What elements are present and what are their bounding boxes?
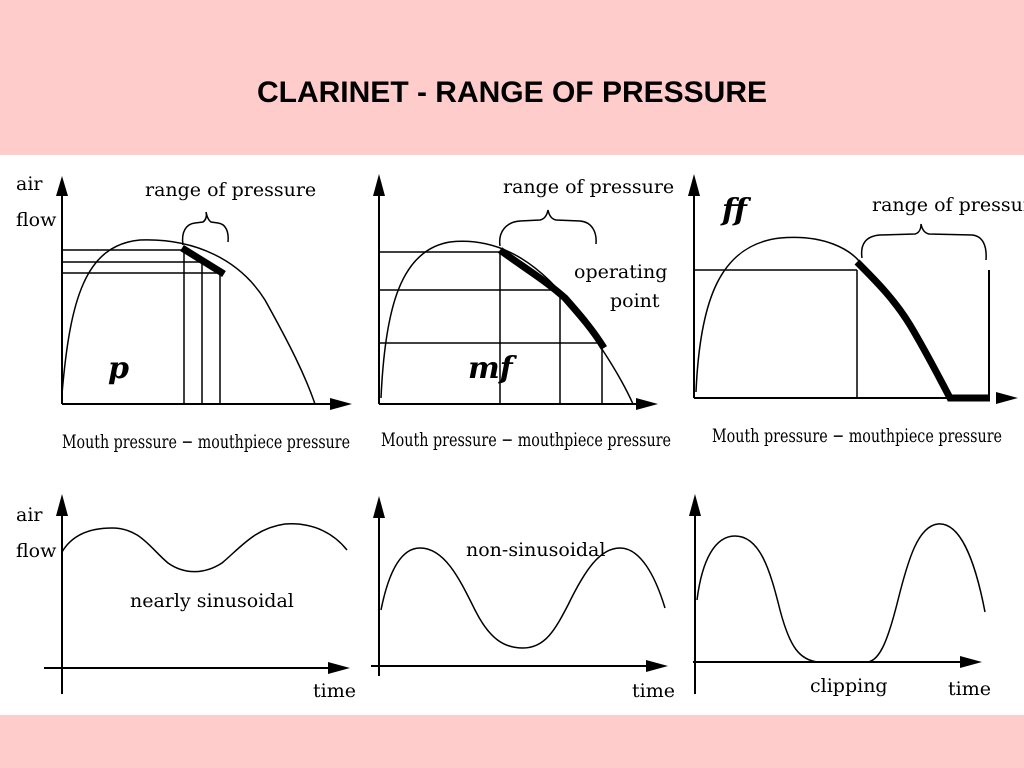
y-axis-arrow [373, 174, 385, 196]
bottom-panel-1-axes [44, 508, 336, 694]
x-axis-label: Mouth pressure − mouthpiece pressure [62, 431, 350, 453]
x-axis-arrow [996, 392, 1018, 404]
operating-point-label-line1: operating [574, 261, 667, 283]
waveform-curve [61, 523, 348, 573]
x-axis-label-time: time [313, 680, 356, 702]
top-panel-mf-axes [378, 186, 645, 405]
y-axis-label-flow: flow [16, 209, 57, 231]
bracket-label: range of pressure [503, 176, 674, 198]
slide-header [0, 0, 1024, 155]
dynamic-marking-ff: ff [720, 193, 752, 228]
airflow-curve [61, 239, 316, 405]
top-panel-p: air flow range of pressure p Mouth press… [16, 173, 352, 453]
y-axis-arrow [56, 176, 68, 196]
operating-range-thick [180, 245, 226, 277]
y-axis-arrow [688, 174, 700, 196]
x-axis-arrow [330, 398, 352, 410]
bottom-panel-2: non-sinusoidal time [371, 496, 675, 702]
x-axis-arrow [328, 662, 350, 674]
waveform-label: clipping [810, 675, 888, 697]
slide-title: CLARINET - RANGE OF PRESSURE [256, 76, 768, 109]
range-bracket [860, 223, 987, 261]
operating-point-label-line2: point [610, 290, 660, 312]
x-axis-label: Mouth pressure − mouthpiece pressure [712, 425, 1002, 447]
bracket-label: range of pressure [872, 194, 1024, 216]
operating-range-lines [62, 249, 221, 404]
bottom-panel-2-axes [371, 510, 654, 676]
range-bracket [498, 209, 597, 247]
operating-range-lines [379, 251, 603, 404]
y-axis-arrow [689, 494, 701, 516]
operating-range-thick [497, 247, 607, 350]
x-axis-label-time: time [632, 680, 675, 702]
x-axis-arrow [646, 660, 668, 672]
x-axis-label: Mouth pressure − mouthpiece pressure [381, 429, 671, 451]
x-axis-label-time: time [948, 678, 991, 700]
bottom-panel-1: air flow nearly sinusoidal time [16, 494, 356, 702]
figure-panel [0, 155, 1024, 715]
dynamic-marking-mf: mf [468, 351, 518, 386]
dynamic-marking-p: p [108, 351, 129, 386]
waveform-label: non-sinusoidal [466, 539, 605, 561]
bottom-panel-3: clipping time [689, 494, 991, 700]
y-axis-label-air: air [16, 173, 43, 195]
waveform-curve [380, 547, 666, 649]
slide-footer [0, 715, 1024, 768]
top-panel-ff: range of pressure ff Mouth pressure − mo… [688, 174, 1024, 447]
top-panel-ff-axes [693, 186, 990, 399]
airflow-curve [695, 236, 861, 393]
x-axis-arrow [960, 656, 982, 668]
waveform-curve [696, 523, 986, 663]
y-axis-arrow [56, 494, 68, 516]
x-axis-arrow [636, 398, 658, 410]
operating-range-lines [694, 269, 858, 398]
bracket-label: range of pressure [145, 179, 316, 201]
top-panel-p-axes [61, 186, 340, 405]
waveform-label: nearly sinusoidal [130, 590, 294, 612]
y-axis-arrow [373, 496, 385, 518]
top-panel-mf: range of pressure operating point mf Mou… [373, 174, 674, 451]
y-axis-label-flow: flow [16, 540, 57, 562]
range-bracket [181, 211, 229, 246]
y-axis-label-air: air [16, 504, 43, 526]
operating-range-thick [854, 259, 990, 402]
